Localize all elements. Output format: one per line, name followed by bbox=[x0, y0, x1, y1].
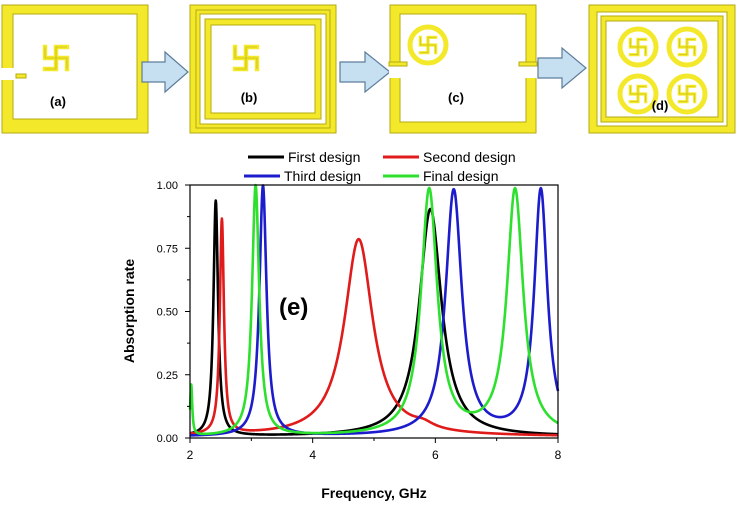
x-tick-label: 4 bbox=[309, 448, 316, 462]
panel-a-left-gap bbox=[1, 68, 15, 80]
x-axis-title: Frequency, GHz bbox=[321, 485, 427, 501]
panel-a-label: (a) bbox=[50, 94, 66, 109]
series-line-3 bbox=[189, 184, 560, 437]
x-tick-label: 2 bbox=[187, 448, 194, 462]
panel-c-left-gap bbox=[389, 66, 402, 78]
panel-c: (c) bbox=[388, 4, 538, 134]
swastika-icon bbox=[628, 84, 648, 104]
y-tick-label: 0.00 bbox=[157, 433, 178, 445]
legend-label: Final design bbox=[423, 168, 499, 184]
x-tick-label: 6 bbox=[432, 448, 439, 462]
panel-b: (b) bbox=[189, 4, 337, 134]
y-axis-title: Absorption rate bbox=[121, 259, 137, 363]
panel-d-label: (d) bbox=[652, 98, 669, 113]
chart: First design Second design Third design Fin… bbox=[121, 149, 562, 501]
panel-e-label: (e) bbox=[279, 294, 308, 321]
panel-a-stub bbox=[15, 73, 27, 79]
panel-c-inner bbox=[399, 13, 527, 123]
panel-d-cell-4 bbox=[666, 73, 708, 115]
series-line-4 bbox=[188, 183, 559, 436]
panel-a-inner bbox=[12, 13, 138, 120]
x-axis: 2 4 6 8 bbox=[187, 438, 562, 462]
y-tick-label: 1.00 bbox=[157, 180, 178, 192]
series-line-2 bbox=[189, 217, 559, 437]
panel-c-right-gap bbox=[524, 66, 537, 78]
panel-d: (d) bbox=[588, 4, 736, 134]
panel-d-cell-1 bbox=[617, 26, 659, 68]
series-line-1 bbox=[189, 199, 559, 436]
swastika-icon bbox=[677, 37, 697, 57]
arrow-icon bbox=[141, 50, 189, 94]
panel-b-swastika-icon bbox=[232, 44, 260, 72]
design-panels: (a) (b) (c) bbox=[1, 4, 736, 134]
legend-label: Third design bbox=[284, 168, 361, 184]
swastika-icon bbox=[628, 37, 648, 57]
legend: First design Second design Third design Fin… bbox=[244, 149, 516, 184]
legend-label: Second design bbox=[423, 149, 516, 165]
panel-c-label: (c) bbox=[448, 90, 464, 105]
y-axis: 0.00 0.25 0.50 0.75 1.00 bbox=[157, 180, 190, 445]
panel-c-ring bbox=[407, 24, 449, 66]
legend-label: First design bbox=[288, 149, 360, 165]
x-tick-label: 8 bbox=[555, 448, 562, 462]
y-tick-label: 0.75 bbox=[157, 243, 178, 255]
panel-b-ring-1 bbox=[195, 9, 331, 129]
arrow-icon bbox=[339, 50, 391, 94]
panel-c-stub-l bbox=[388, 61, 408, 67]
y-tick-label: 0.50 bbox=[157, 307, 178, 319]
arrow-icon bbox=[537, 46, 587, 90]
panel-c-swastika-icon bbox=[418, 35, 438, 55]
panel-c-stub-r bbox=[518, 61, 538, 67]
panel-a: (a) bbox=[1, 4, 149, 134]
panel-b-label: (b) bbox=[241, 90, 258, 105]
plot-series bbox=[188, 183, 560, 437]
panel-a-swastika-icon bbox=[42, 44, 70, 72]
panel-b-inner bbox=[210, 24, 316, 114]
panel-d-cell-2 bbox=[666, 26, 708, 68]
y-tick-label: 0.25 bbox=[157, 370, 178, 382]
swastika-icon bbox=[677, 84, 697, 104]
panel-d-cell-3 bbox=[617, 73, 659, 115]
